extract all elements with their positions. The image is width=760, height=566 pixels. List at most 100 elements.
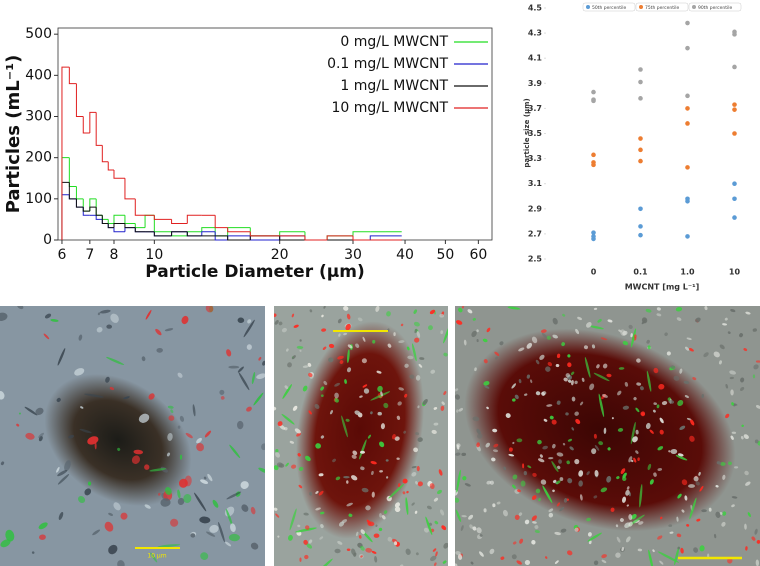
x-tick-label: 30 bbox=[344, 247, 362, 263]
texture-speck bbox=[505, 413, 511, 418]
texture-speck bbox=[282, 384, 293, 399]
texture-speck bbox=[719, 344, 725, 350]
texture-speck bbox=[158, 492, 161, 496]
step-segment bbox=[352, 231, 371, 236]
texture-speck bbox=[423, 527, 429, 533]
texture-speck bbox=[630, 459, 634, 463]
step-segment bbox=[227, 227, 251, 236]
texture-speck bbox=[617, 428, 624, 432]
x-axis-label: MWCNT [mg L⁻¹] bbox=[625, 283, 700, 292]
legend-label: 0.1 mg/L MWCNT bbox=[327, 56, 448, 72]
texture-speck bbox=[297, 453, 301, 457]
step-segment bbox=[68, 157, 77, 187]
texture-speck bbox=[241, 504, 249, 512]
texture-speck bbox=[16, 306, 24, 310]
texture-speck bbox=[104, 521, 114, 532]
step-segment bbox=[214, 231, 228, 241]
texture-speck bbox=[689, 435, 695, 442]
step-segment bbox=[279, 235, 305, 240]
texture-speck bbox=[196, 437, 202, 444]
texture-speck bbox=[668, 450, 671, 453]
texture-speck bbox=[296, 345, 304, 349]
texture-speck bbox=[291, 313, 295, 318]
texture-speck bbox=[743, 434, 749, 440]
texture-speck bbox=[511, 554, 517, 560]
texture-speck bbox=[226, 349, 232, 357]
texture-speck bbox=[524, 559, 531, 566]
texture-speck bbox=[461, 452, 467, 456]
texture-speck bbox=[615, 552, 621, 558]
texture-speck bbox=[636, 358, 641, 363]
texture-speck bbox=[409, 374, 415, 379]
texture-speck bbox=[589, 325, 604, 330]
texture-speck bbox=[518, 347, 525, 352]
step-segment bbox=[113, 214, 125, 224]
texture-speck bbox=[666, 351, 671, 356]
texture-speck bbox=[698, 471, 701, 476]
texture-speck bbox=[413, 447, 419, 453]
texture-speck bbox=[531, 540, 536, 545]
texture-speck bbox=[676, 533, 682, 538]
texture-speck bbox=[78, 496, 86, 504]
texture-speck bbox=[0, 539, 11, 548]
texture-speck bbox=[565, 412, 569, 416]
texture-speck bbox=[442, 560, 447, 564]
texture-speck bbox=[294, 428, 301, 434]
texture-speck bbox=[181, 315, 189, 325]
texture-speck bbox=[598, 441, 604, 446]
texture-speck bbox=[514, 394, 519, 400]
texture-speck bbox=[584, 356, 591, 378]
texture-speck bbox=[200, 552, 209, 560]
texture-speck bbox=[323, 381, 328, 386]
texture-speck bbox=[411, 472, 417, 477]
texture-speck bbox=[150, 552, 158, 563]
texture-speck bbox=[579, 401, 584, 406]
texture-speck bbox=[149, 468, 167, 472]
texture-speck bbox=[615, 524, 619, 528]
texture-speck bbox=[531, 515, 537, 521]
step-segment bbox=[82, 207, 90, 212]
micrograph-2 bbox=[274, 306, 448, 566]
texture-speck bbox=[261, 443, 265, 451]
step-segment bbox=[186, 231, 202, 237]
texture-speck bbox=[594, 444, 600, 451]
texture-speck bbox=[373, 533, 380, 538]
texture-speck bbox=[458, 307, 463, 313]
texture-speck bbox=[657, 535, 663, 540]
texture-speck bbox=[744, 523, 747, 530]
texture-speck bbox=[337, 355, 344, 360]
step-segment bbox=[82, 198, 90, 212]
texture-speck bbox=[679, 368, 683, 374]
texture-speck bbox=[641, 317, 648, 324]
aggregate bbox=[296, 321, 424, 539]
texture-speck bbox=[684, 495, 688, 501]
texture-speck bbox=[754, 439, 759, 444]
point bbox=[732, 64, 737, 70]
texture-speck bbox=[377, 411, 382, 416]
texture-speck bbox=[680, 547, 684, 554]
texture-speck bbox=[593, 372, 610, 382]
scale-label: 10 µm bbox=[147, 553, 166, 560]
texture-speck bbox=[344, 379, 347, 384]
texture-speck bbox=[567, 362, 572, 368]
y-tick-label: 400 bbox=[25, 67, 52, 83]
texture-speck bbox=[18, 412, 21, 415]
texture-speck bbox=[406, 346, 410, 351]
texture-speck bbox=[285, 462, 289, 467]
texture-speck bbox=[407, 355, 414, 360]
texture-speck bbox=[319, 536, 324, 540]
texture-speck bbox=[5, 529, 15, 542]
texture-speck bbox=[256, 373, 265, 380]
texture-speck bbox=[684, 395, 689, 399]
texture-speck bbox=[675, 455, 688, 461]
texture-speck bbox=[430, 555, 437, 562]
texture-speck bbox=[286, 348, 289, 352]
texture-speck bbox=[586, 517, 591, 522]
texture-speck bbox=[177, 489, 181, 499]
texture-speck bbox=[610, 507, 615, 512]
texture-speck bbox=[485, 442, 490, 448]
texture-speck bbox=[660, 516, 663, 520]
texture-speck bbox=[441, 525, 447, 531]
texture-speck bbox=[537, 458, 545, 463]
texture-speck bbox=[547, 362, 553, 367]
